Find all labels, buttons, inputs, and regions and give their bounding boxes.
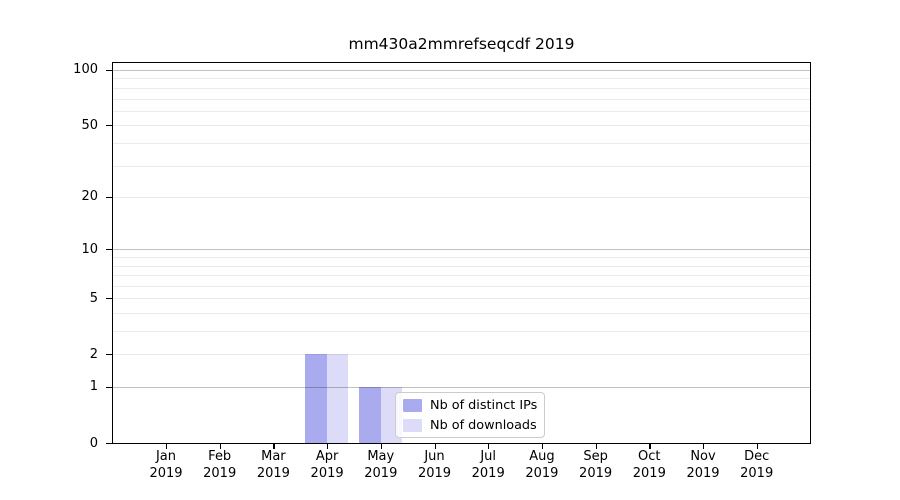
bar-nb-of-distinct-ips-may: [359, 386, 381, 443]
bar-nb-of-distinct-ips-apr: [305, 354, 327, 443]
gridline-minor-4: [113, 313, 810, 315]
gridline-minor-70: [113, 98, 810, 100]
y-tick-5: [106, 298, 112, 300]
legend-swatch-icon: [403, 398, 422, 412]
gridline-minor-7: [113, 275, 810, 277]
bar-nb-of-downloads-apr: [326, 354, 349, 443]
y-tick-1: [106, 386, 112, 389]
x-tick-label-feb: Feb 2019: [203, 449, 237, 481]
y-tick-0: [106, 443, 112, 445]
x-tick-label-jun: Jun 2019: [417, 449, 452, 481]
gridline-minor-9: [113, 257, 810, 258]
x-tick-label-apr: Apr 2019: [310, 449, 344, 481]
gridline-minor-40: [113, 142, 810, 144]
y-tick-50: [106, 125, 112, 127]
gridline-minor-2: [113, 354, 810, 356]
x-tick-sep: [595, 444, 597, 449]
x-tick-label-aug: Aug 2019: [525, 449, 559, 481]
x-tick-dec: [756, 444, 758, 449]
gridline-minor-20: [113, 197, 810, 199]
x-tick-label-jan: Jan 2019: [149, 449, 183, 481]
gridline-minor-60: [113, 110, 810, 112]
y-tick-label-0: 0: [89, 435, 98, 451]
x-tick-may: [380, 444, 383, 449]
gridline-minor-80: [113, 87, 810, 89]
gridline-minor-6: [113, 285, 810, 287]
x-tick-label-may: May 2019: [364, 449, 398, 481]
y-tick-label-10: 10: [81, 241, 98, 257]
gridline-minor-30: [113, 165, 810, 167]
gridline-minor-5: [113, 298, 810, 300]
legend: Nb of distinct IPs Nb of downloads: [395, 392, 545, 438]
x-tick-label-mar: Mar 2019: [256, 449, 290, 481]
x-tick-jul: [488, 444, 490, 449]
y-tick-label-20: 20: [81, 189, 98, 205]
x-tick-label-oct: Oct 2019: [632, 449, 666, 481]
x-tick-apr: [327, 444, 329, 449]
gridline-major-10: [113, 249, 810, 251]
gridline-major-1: [113, 387, 810, 389]
x-tick-nov: [703, 444, 705, 449]
gridline-minor-90: [113, 78, 810, 80]
chart-title: mm430a2mmrefseqcdf 2019: [348, 35, 575, 53]
y-tick-label-50: 50: [81, 117, 98, 133]
x-tick-label-jul: Jul 2019: [471, 449, 505, 481]
x-tick-jan: [166, 444, 168, 449]
legend-item-nb-of-distinct-ips: Nb of distinct IPs: [403, 397, 537, 414]
y-tick-2: [106, 354, 112, 356]
legend-label: Nb of downloads: [430, 417, 537, 433]
x-tick-label-dec: Dec 2019: [740, 449, 774, 481]
legend-swatch-icon: [403, 418, 422, 432]
y-tick-10: [106, 249, 112, 251]
gridline-minor-50: [113, 125, 810, 127]
x-tick-oct: [649, 444, 651, 449]
y-tick-100: [106, 69, 112, 72]
plot-area: [112, 62, 811, 444]
gridline-minor-3: [113, 331, 810, 333]
x-tick-jun: [434, 444, 436, 449]
gridline-major-100: [113, 70, 810, 71]
legend-label: Nb of distinct IPs: [430, 397, 538, 413]
y-tick-label-100: 100: [73, 62, 98, 78]
x-tick-aug: [541, 444, 544, 449]
x-tick-label-nov: Nov 2019: [686, 449, 720, 481]
x-tick-feb: [219, 444, 221, 449]
x-tick-mar: [273, 444, 275, 449]
legend-item-nb-of-downloads: Nb of downloads: [403, 417, 537, 434]
gridline-minor-8: [113, 265, 810, 267]
y-tick-label-2: 2: [89, 346, 98, 362]
y-tick-20: [106, 196, 112, 199]
y-tick-label-5: 5: [89, 290, 98, 306]
y-tick-label-1: 1: [89, 379, 98, 395]
x-tick-label-sep: Sep 2019: [579, 449, 613, 481]
